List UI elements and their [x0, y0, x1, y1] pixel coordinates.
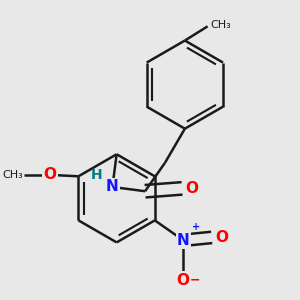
Text: O: O [177, 273, 190, 288]
Text: −: − [189, 274, 200, 286]
Text: CH₃: CH₃ [2, 170, 23, 180]
Text: N: N [106, 179, 119, 194]
Text: CH₃: CH₃ [211, 20, 231, 30]
Text: H: H [91, 168, 103, 182]
Text: O: O [185, 181, 199, 196]
Text: +: + [192, 223, 200, 232]
Text: O: O [44, 167, 56, 182]
Text: N: N [177, 233, 190, 248]
Text: O: O [215, 230, 228, 245]
